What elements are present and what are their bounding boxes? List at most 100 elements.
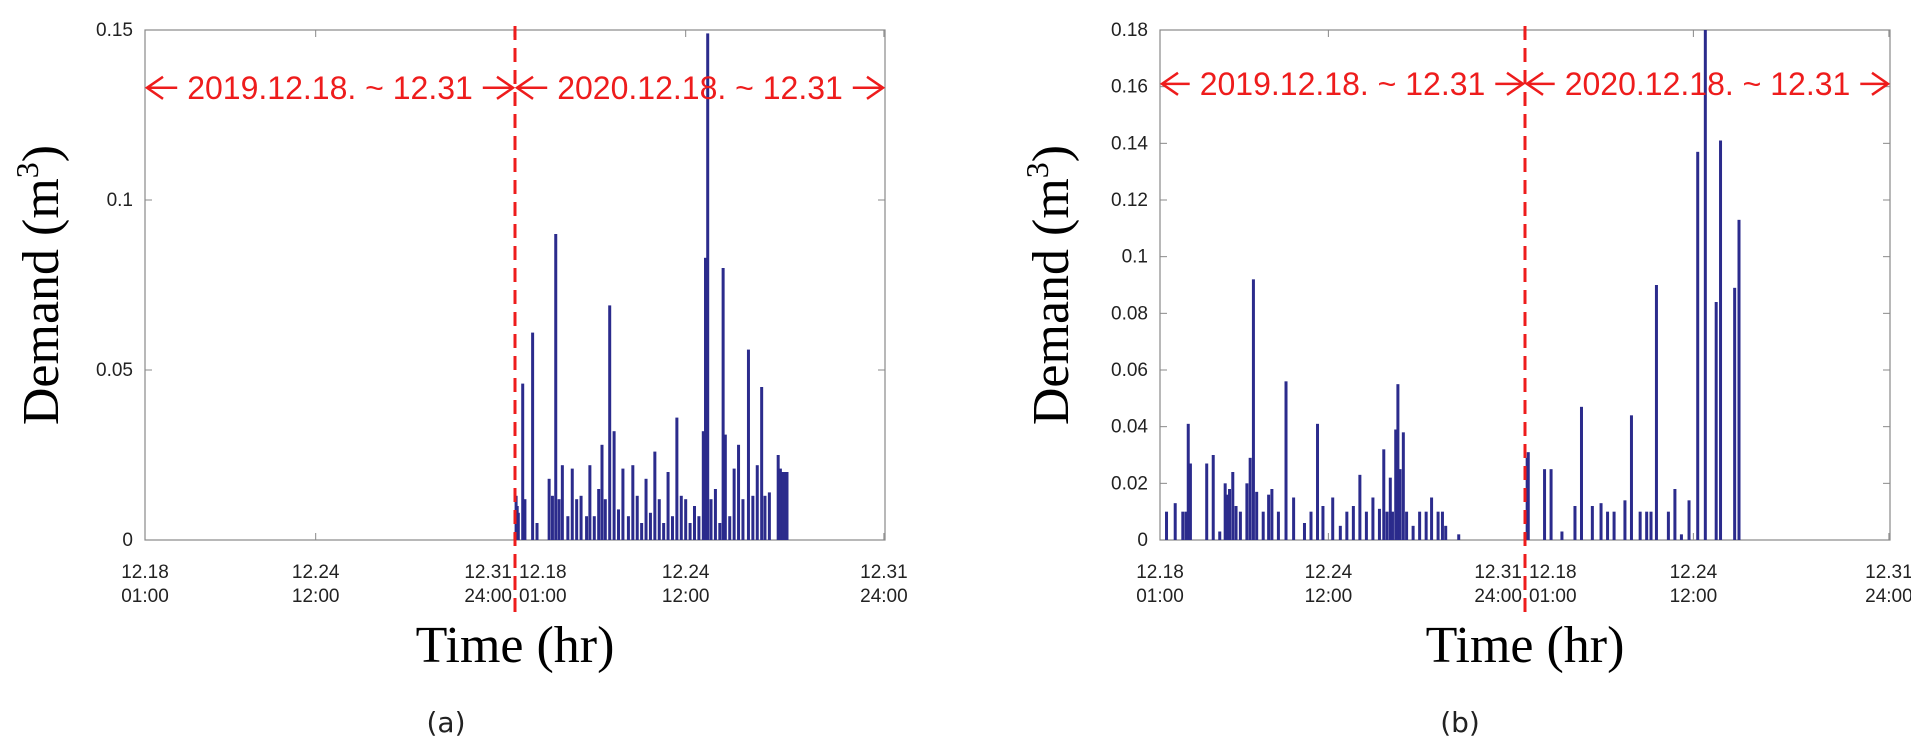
bar (1440, 511, 1444, 540)
bar (1225, 494, 1229, 540)
range-2020-arrowhead-left (514, 75, 534, 100)
bar (617, 509, 621, 540)
x-tick-label-time: 01:00 (519, 586, 567, 607)
bar (751, 495, 755, 540)
bar (1223, 483, 1227, 540)
bar (531, 332, 535, 540)
bar (1526, 452, 1530, 540)
bar (1714, 302, 1718, 540)
bar (1573, 506, 1577, 540)
x-tick-label-date: 12.31 (860, 562, 908, 583)
y-axis-title: Demand (m3) (9, 145, 70, 425)
bar (557, 499, 561, 540)
range-2019-arrowhead-left (1159, 71, 1179, 96)
range-2019-arrowhead-left (144, 75, 164, 100)
bar (746, 349, 750, 540)
bar (554, 234, 558, 540)
bar (1316, 423, 1320, 540)
panel-label: (a) (426, 706, 465, 739)
bar (1444, 525, 1448, 540)
bar (1560, 531, 1564, 540)
bar (741, 499, 745, 540)
bar (1331, 497, 1335, 540)
bar (603, 499, 607, 540)
bar (1543, 469, 1547, 540)
bar (1398, 469, 1402, 540)
bar (1377, 508, 1381, 540)
x-tick-label-date: 12.18 (1529, 562, 1577, 583)
bar (1234, 506, 1238, 540)
x-tick-label-date: 12.18 (121, 562, 169, 583)
bar (1645, 511, 1649, 540)
bar (763, 495, 767, 540)
x-tick-label-time: 12:00 (662, 586, 710, 607)
bar (626, 516, 630, 540)
bar (521, 383, 525, 540)
bar (1184, 511, 1188, 540)
bar (1430, 497, 1434, 540)
bar (1394, 429, 1398, 540)
bar (600, 444, 604, 540)
bar (1590, 506, 1594, 540)
x-tick-label-time: 24:00 (1474, 586, 1522, 607)
bar (1457, 534, 1461, 540)
bar (783, 472, 787, 540)
bar (579, 495, 583, 540)
bar (1679, 534, 1683, 540)
bar (1165, 511, 1169, 540)
bar (1261, 511, 1265, 540)
bar (1396, 384, 1400, 540)
bar (608, 305, 612, 540)
bar (781, 472, 785, 540)
chart-panel-b: 0 0.02 0.04 0.06 0.08 0.1 0.12 0.14 0.16 0.18 12.1… (1019, 20, 1911, 739)
bar (1623, 500, 1627, 540)
range-2019-arrowhead-right (1506, 71, 1526, 96)
bar (1188, 463, 1192, 540)
y-tick-label: 0.1 (107, 190, 133, 211)
bar (688, 523, 692, 540)
bar (706, 33, 710, 541)
plot-frame (1159, 29, 1891, 541)
bar (1309, 511, 1313, 540)
bar (692, 506, 696, 540)
bar (704, 257, 708, 540)
bar (1181, 511, 1185, 540)
bar (713, 489, 717, 540)
bar (1338, 525, 1342, 540)
bar (767, 492, 771, 540)
bar (776, 455, 780, 540)
bar (612, 431, 616, 540)
bar (1599, 503, 1603, 540)
x-tick-label-date: 12.24 (292, 562, 340, 583)
x-tick-label-time: 24:00 (860, 586, 908, 607)
bar (1385, 511, 1389, 540)
y-axis-title-main: Demand (m (13, 178, 70, 425)
y-axis-title: Demand (m3) (1019, 145, 1080, 425)
bar (1418, 511, 1422, 540)
y-tick-label: 0.05 (96, 360, 133, 381)
range-2020-label: 2020.12.18. ~ 12.31 (1565, 66, 1851, 102)
bar (1654, 285, 1658, 540)
y-tick-label: 0.08 (1111, 303, 1148, 324)
x-tick-label-time: 24:00 (1865, 586, 1911, 607)
y-axis-title-superscript: 3 (1019, 162, 1055, 178)
bar (670, 516, 674, 540)
bar (1238, 511, 1242, 540)
x-tick-label-time: 12:00 (292, 586, 340, 607)
bar (547, 478, 551, 540)
bar (737, 444, 741, 540)
bar (1245, 483, 1249, 540)
bar (1606, 511, 1610, 540)
bar (1284, 381, 1288, 540)
range-2019-arrowhead-right (496, 75, 516, 100)
bar (1228, 489, 1232, 540)
x-tick-label-date: 12.18 (1136, 562, 1184, 583)
bar (1382, 449, 1386, 540)
y-tick-label: 0.18 (1111, 20, 1148, 41)
bar (732, 468, 736, 540)
bar (760, 387, 764, 540)
bar (666, 472, 670, 540)
y-tick-label: 0.06 (1111, 360, 1148, 381)
bar (588, 465, 592, 540)
bar (1364, 511, 1368, 540)
